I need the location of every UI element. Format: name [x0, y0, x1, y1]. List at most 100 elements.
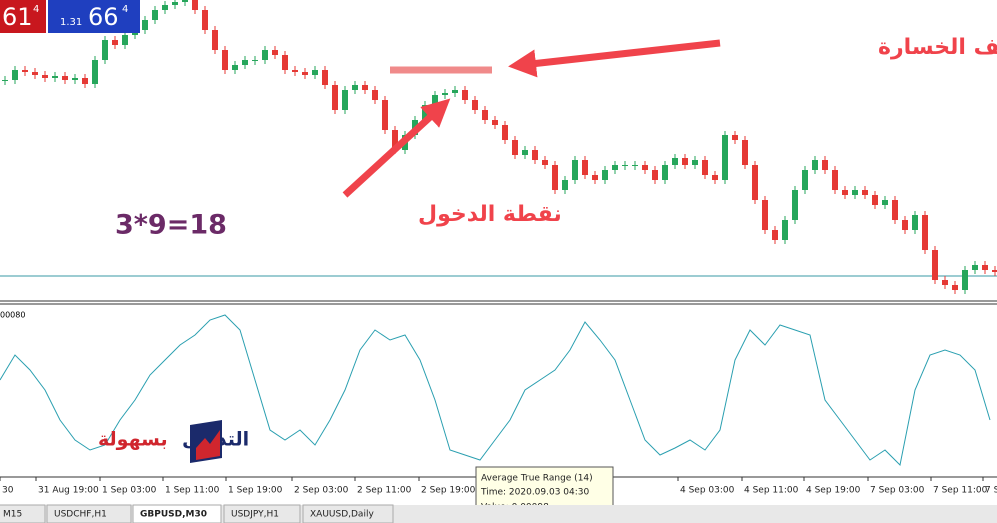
- candle: [102, 40, 108, 60]
- candle: [492, 120, 498, 125]
- time-label: 2 Sep 03:00: [294, 486, 349, 496]
- candle: [642, 165, 648, 170]
- candle: [582, 160, 588, 175]
- candle: [92, 60, 98, 84]
- candle: [232, 65, 238, 70]
- candle: [862, 190, 868, 195]
- tab[interactable]: [302, 504, 394, 523]
- candle: [72, 78, 78, 80]
- candle: [522, 150, 528, 155]
- candle: [592, 175, 598, 180]
- indicator-label: 00080: [0, 311, 25, 320]
- candle: [712, 175, 718, 180]
- candle: [992, 270, 997, 272]
- tab-label: USDJPY,H1: [231, 510, 279, 520]
- buy-box[interactable]: [48, 0, 140, 33]
- time-label: 4 Sep 03:00: [680, 486, 735, 496]
- tooltip-title: Average True Range (14): [481, 474, 593, 484]
- candle: [502, 125, 508, 140]
- tab[interactable]: [223, 504, 301, 523]
- time-label: 2 Sep 19:00: [421, 486, 476, 496]
- candle: [2, 80, 8, 81]
- tabs: M15 USDCHF,H1 GBPUSD,M30 USDJPY,H1 XAUUSD,Da…: [0, 504, 394, 523]
- candle: [702, 160, 708, 175]
- buy-price: 66: [88, 3, 119, 31]
- arrow: [342, 98, 451, 198]
- candle: [842, 190, 848, 195]
- indicator: [0, 314, 991, 467]
- stop-loss-label: وقف الخسارة: [878, 35, 997, 60]
- candle: [362, 85, 368, 90]
- candle: [382, 100, 388, 130]
- candle: [42, 75, 48, 78]
- candle: [12, 70, 18, 80]
- candle: [792, 190, 798, 220]
- candle: [812, 160, 818, 170]
- candle: [612, 165, 618, 170]
- formula: 3*9=18: [115, 210, 227, 241]
- candle: [882, 200, 888, 205]
- tooltip-time: Time: 2020.09.03 04:30: [480, 488, 590, 498]
- candle: [302, 72, 308, 75]
- candle: [722, 135, 728, 180]
- candle: [892, 200, 898, 220]
- time-label: 1 Sep 19:00: [228, 486, 283, 496]
- sell-price: 61: [2, 3, 33, 31]
- atr-line: [0, 314, 991, 467]
- candle: [322, 70, 328, 85]
- candle: [682, 158, 688, 165]
- candle: [782, 220, 788, 240]
- candle: [922, 215, 928, 250]
- sell-box[interactable]: [0, 0, 46, 33]
- candle: [212, 30, 218, 50]
- candle: [622, 165, 628, 166]
- candle: [312, 70, 318, 75]
- candle: [512, 140, 518, 155]
- candle: [482, 110, 488, 120]
- candle: [292, 70, 298, 72]
- candle: [392, 130, 398, 150]
- time-label: 7 Sep: [985, 486, 997, 496]
- candle: [742, 140, 748, 165]
- candle: [942, 280, 948, 285]
- candle: [272, 50, 278, 55]
- candle: [982, 265, 988, 270]
- time-label: 1 Sep 11:00: [165, 486, 220, 496]
- candle: [82, 78, 88, 84]
- candle: [732, 135, 738, 140]
- candle: [162, 5, 168, 10]
- candle: [262, 50, 268, 60]
- candle: [652, 170, 658, 180]
- tab[interactable]: [0, 504, 46, 523]
- candle: [112, 40, 118, 45]
- buy-prefix: 1.31: [60, 17, 82, 28]
- candle: [282, 55, 288, 70]
- candle: [452, 90, 458, 93]
- tab[interactable]: [132, 504, 222, 523]
- candle: [192, 0, 198, 10]
- candle: [52, 76, 58, 78]
- time-label: 4 Sep 19:00: [806, 486, 861, 496]
- arrow: [508, 39, 721, 78]
- logo-word: بسهولة: [98, 429, 168, 451]
- candle: [772, 230, 778, 240]
- tab[interactable]: [46, 504, 132, 523]
- candle: [672, 158, 678, 165]
- candle: [182, 0, 188, 2]
- candle: [572, 160, 578, 180]
- time-label: 4 Sep 11:00: [744, 486, 799, 496]
- candle: [352, 85, 358, 90]
- candle: [802, 170, 808, 190]
- candle: [372, 90, 378, 100]
- candle: [152, 10, 158, 20]
- candle: [432, 95, 438, 105]
- candle: [172, 2, 178, 5]
- candle: [32, 72, 38, 75]
- candle: [332, 85, 338, 110]
- time-label: 7 Sep 11:00: [933, 486, 988, 496]
- logo: التداول بسهولة: [98, 420, 249, 463]
- candle: [22, 70, 28, 72]
- candle: [222, 50, 228, 70]
